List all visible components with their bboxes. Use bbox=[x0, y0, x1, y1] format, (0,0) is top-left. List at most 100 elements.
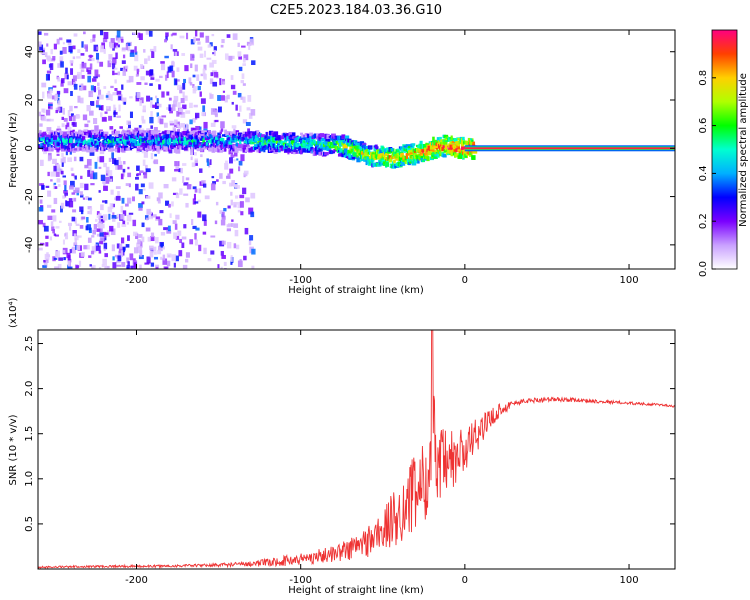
heatmap-cell bbox=[417, 158, 420, 164]
heatmap-cell bbox=[167, 134, 170, 138]
heatmap-cell bbox=[383, 156, 388, 161]
heatmap-cell bbox=[73, 197, 77, 202]
heatmap-cell bbox=[185, 177, 190, 181]
heatmap-cell bbox=[141, 201, 145, 205]
heatmap-cell bbox=[352, 142, 357, 146]
heatmap-cell bbox=[189, 102, 193, 109]
heatmap-cell bbox=[162, 254, 166, 261]
heatmap-cell bbox=[251, 248, 256, 255]
heatmap-cell bbox=[233, 223, 239, 228]
heatmap-cell bbox=[460, 142, 464, 148]
heatmap-cell bbox=[93, 76, 98, 79]
heatmap-cell bbox=[97, 86, 100, 90]
heatmap-cell bbox=[210, 108, 216, 115]
heatmap-cell bbox=[405, 144, 411, 147]
heatmap-cell bbox=[245, 197, 250, 203]
heatmap-cell bbox=[157, 115, 162, 123]
heatmap-cell bbox=[98, 221, 103, 229]
heatmap-cell bbox=[157, 245, 163, 252]
heatmap-cell bbox=[90, 39, 93, 43]
heatmap-cell bbox=[159, 142, 163, 145]
heatmap-cell bbox=[136, 148, 142, 152]
heatmap-cell bbox=[69, 249, 72, 254]
heatmap-cell bbox=[180, 123, 186, 128]
heatmap-cell bbox=[136, 68, 140, 72]
heatmap-cell bbox=[117, 44, 120, 48]
heatmap-cell bbox=[217, 135, 220, 139]
heatmap-cell bbox=[209, 78, 214, 85]
heatmap-cell bbox=[161, 115, 167, 118]
heatmap-cell bbox=[109, 43, 114, 49]
heatmap-cell bbox=[105, 166, 110, 174]
heatmap-cell bbox=[356, 149, 360, 152]
heatmap-cell bbox=[175, 124, 180, 128]
heatmap-cell bbox=[325, 138, 329, 142]
heatmap-cell bbox=[457, 146, 460, 150]
heatmap-cell bbox=[87, 142, 91, 147]
y-tick-label: -20 bbox=[24, 188, 35, 204]
heatmap-cell bbox=[450, 145, 453, 151]
heatmap-cell bbox=[111, 148, 115, 152]
heatmap-cell bbox=[142, 130, 147, 134]
heatmap-cell bbox=[365, 148, 369, 153]
heatmap-cell bbox=[193, 152, 197, 156]
heatmap-cell bbox=[98, 190, 101, 193]
heatmap-cell bbox=[175, 148, 181, 154]
heatmap-cell bbox=[191, 162, 196, 168]
heatmap-cell bbox=[138, 234, 143, 238]
heatmap-cell bbox=[425, 150, 428, 154]
heatmap-cell bbox=[432, 136, 435, 142]
snr-panel: -200 -100 0 100 0.51.01.52.02.5 Height of s… bbox=[8, 297, 676, 596]
heatmap-cell bbox=[211, 139, 216, 144]
heatmap-cell bbox=[362, 154, 367, 160]
heatmap-cell bbox=[230, 191, 233, 196]
heatmap-cell bbox=[152, 142, 157, 146]
heatmap-cell bbox=[153, 251, 157, 255]
heatmap-cell bbox=[289, 134, 293, 138]
heatmap-cell bbox=[129, 96, 133, 99]
heatmap-cell bbox=[195, 227, 200, 231]
heatmap-cell bbox=[100, 174, 106, 181]
heatmap-cell bbox=[222, 180, 226, 185]
heatmap-cell bbox=[101, 105, 104, 111]
heatmap-cell bbox=[43, 142, 46, 148]
heatmap-cell bbox=[228, 149, 234, 155]
heatmap-cell bbox=[289, 138, 295, 141]
heatmap-cell bbox=[169, 120, 174, 124]
heatmap-cell bbox=[179, 86, 183, 94]
heatmap-cell bbox=[310, 144, 313, 147]
heatmap-cell bbox=[208, 131, 211, 136]
heatmap-cell bbox=[116, 90, 122, 96]
heatmap-cell bbox=[445, 151, 449, 155]
heatmap-cell bbox=[62, 195, 65, 199]
heatmap-cell bbox=[65, 137, 70, 140]
heatmap-cell bbox=[273, 131, 279, 137]
heatmap-cell bbox=[219, 131, 222, 135]
heatmap-cell bbox=[135, 233, 139, 239]
heatmap-cell bbox=[347, 138, 352, 143]
heatmap-cell bbox=[209, 42, 213, 47]
heatmap-cell bbox=[233, 159, 236, 162]
heatmap-cell bbox=[136, 82, 142, 85]
heatmap-cell bbox=[200, 98, 206, 104]
heatmap-cell bbox=[125, 42, 131, 46]
heatmap-cell bbox=[43, 259, 46, 263]
heatmap-cell bbox=[203, 121, 208, 129]
heatmap-cell bbox=[90, 250, 95, 255]
heatmap-cell bbox=[186, 32, 189, 40]
heatmap-cell bbox=[323, 133, 328, 138]
heatmap-cell bbox=[217, 132, 221, 137]
heatmap-cell bbox=[101, 145, 105, 151]
heatmap-cell bbox=[57, 93, 60, 97]
heatmap-cell bbox=[380, 158, 385, 161]
heatmap-cell bbox=[141, 137, 145, 143]
heatmap-cell bbox=[183, 224, 187, 229]
heatmap-cell bbox=[249, 235, 254, 241]
heatmap-cell bbox=[92, 146, 97, 150]
heatmap-cell bbox=[189, 239, 194, 245]
heatmap-cell bbox=[447, 148, 451, 154]
heatmap-cell bbox=[162, 246, 165, 250]
heatmap-cell bbox=[132, 140, 137, 144]
heatmap-cell bbox=[47, 190, 52, 197]
